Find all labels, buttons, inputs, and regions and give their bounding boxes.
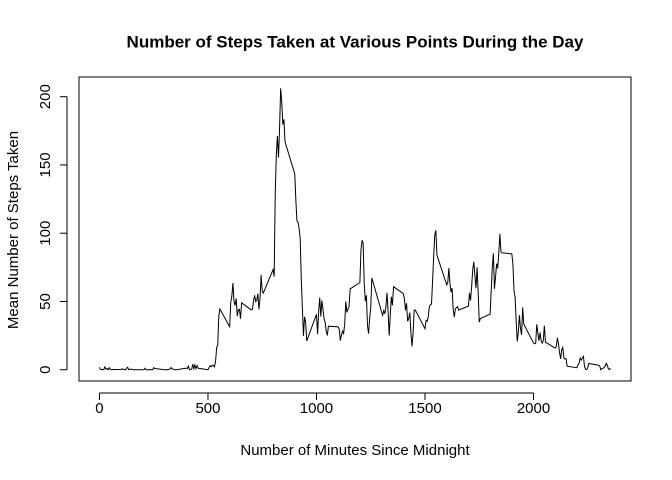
x-tick-label: 500	[195, 400, 220, 417]
y-tick-label: 200	[37, 84, 54, 109]
chart-title: Number of Steps Taken at Various Points …	[127, 32, 584, 51]
x-tick-label: 1000	[300, 400, 333, 417]
x-tick-label: 1500	[408, 400, 441, 417]
y-tick-label: 50	[37, 293, 54, 310]
x-tick-label: 0	[95, 400, 103, 417]
y-tick-label: 150	[37, 152, 54, 177]
x-axis-label: Number of Minutes Since Midnight	[240, 442, 470, 459]
plot-box	[78, 76, 632, 382]
y-tick-label: 0	[37, 366, 54, 374]
y-tick-label: 100	[37, 221, 54, 246]
x-tick-label: 2000	[517, 400, 550, 417]
y-axis-label: Mean Number of Steps Taken	[5, 131, 22, 329]
data-line	[99, 88, 611, 371]
